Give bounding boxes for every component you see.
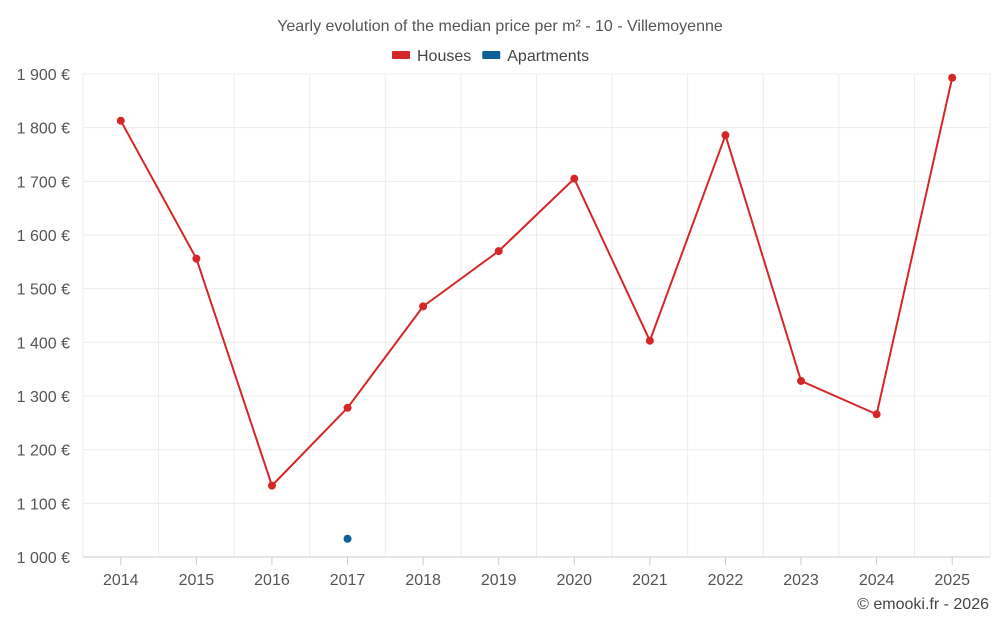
- data-point-apartments[interactable]: [343, 534, 352, 543]
- series-line-houses: [119, 77, 954, 487]
- data-point-houses[interactable]: [116, 116, 125, 125]
- data-point-houses[interactable]: [948, 73, 957, 82]
- x-tick-label: 2015: [179, 572, 215, 589]
- x-tick-label: 2023: [783, 572, 819, 589]
- data-point-houses[interactable]: [419, 302, 428, 311]
- x-tick-label: 2024: [859, 572, 895, 589]
- data-point-houses[interactable]: [192, 254, 201, 263]
- legend[interactable]: Houses Apartments: [392, 48, 589, 65]
- data-point-houses[interactable]: [267, 481, 276, 490]
- data-point-houses[interactable]: [343, 403, 352, 412]
- legend-swatch: [482, 51, 501, 59]
- x-tick-label: 2022: [708, 572, 744, 589]
- legend-swatch: [392, 51, 410, 59]
- data-point-houses[interactable]: [494, 247, 503, 256]
- credit-text: © emooki.fr - 2026: [857, 596, 989, 613]
- y-tick-label: 1 500 €: [17, 282, 70, 299]
- x-tick-label: 2017: [330, 572, 366, 589]
- x-tick-label: 2021: [632, 572, 668, 589]
- data-point-houses[interactable]: [872, 410, 881, 419]
- y-tick-label: 1 800 €: [17, 121, 70, 138]
- legend-label: Houses: [417, 48, 471, 65]
- chart-title: Yearly evolution of the median price per…: [277, 18, 723, 35]
- data-point-houses[interactable]: [570, 174, 579, 183]
- y-tick-label: 1 700 €: [17, 174, 70, 191]
- x-tick-label: 2020: [556, 572, 592, 589]
- y-tick-label: 1 000 €: [17, 550, 70, 567]
- series-layer: [116, 73, 957, 543]
- gridlines: [82, 73, 991, 557]
- x-tick-label: 2014: [103, 572, 139, 589]
- y-axis-ticks: 1 000 € 1 100 € 1 200 € 1 300 € 1 400 € 1 500…: [17, 67, 70, 567]
- y-tick-label: 1 300 €: [17, 389, 70, 406]
- legend-label: Apartments: [507, 48, 589, 65]
- x-tick-label: 2018: [405, 572, 441, 589]
- x-axis-ticks: 2014 2015 2016 2017 2018 2019 2020 2021 2022 2023…: [103, 557, 970, 589]
- x-tick-label: 2019: [481, 572, 517, 589]
- data-point-houses[interactable]: [721, 131, 730, 140]
- x-tick-label: 2025: [934, 572, 970, 589]
- y-tick-label: 1 900 €: [17, 67, 70, 84]
- legend-item-houses[interactable]: Houses: [392, 48, 471, 65]
- y-tick-label: 1 400 €: [17, 335, 70, 352]
- x-tick-label: 2016: [254, 572, 290, 589]
- y-tick-label: 1 100 €: [17, 496, 70, 513]
- y-tick-label: 1 200 €: [17, 443, 70, 460]
- y-tick-label: 1 600 €: [17, 228, 70, 245]
- data-point-houses[interactable]: [645, 336, 654, 345]
- data-point-houses[interactable]: [797, 376, 806, 385]
- legend-item-apartments[interactable]: Apartments: [482, 48, 589, 65]
